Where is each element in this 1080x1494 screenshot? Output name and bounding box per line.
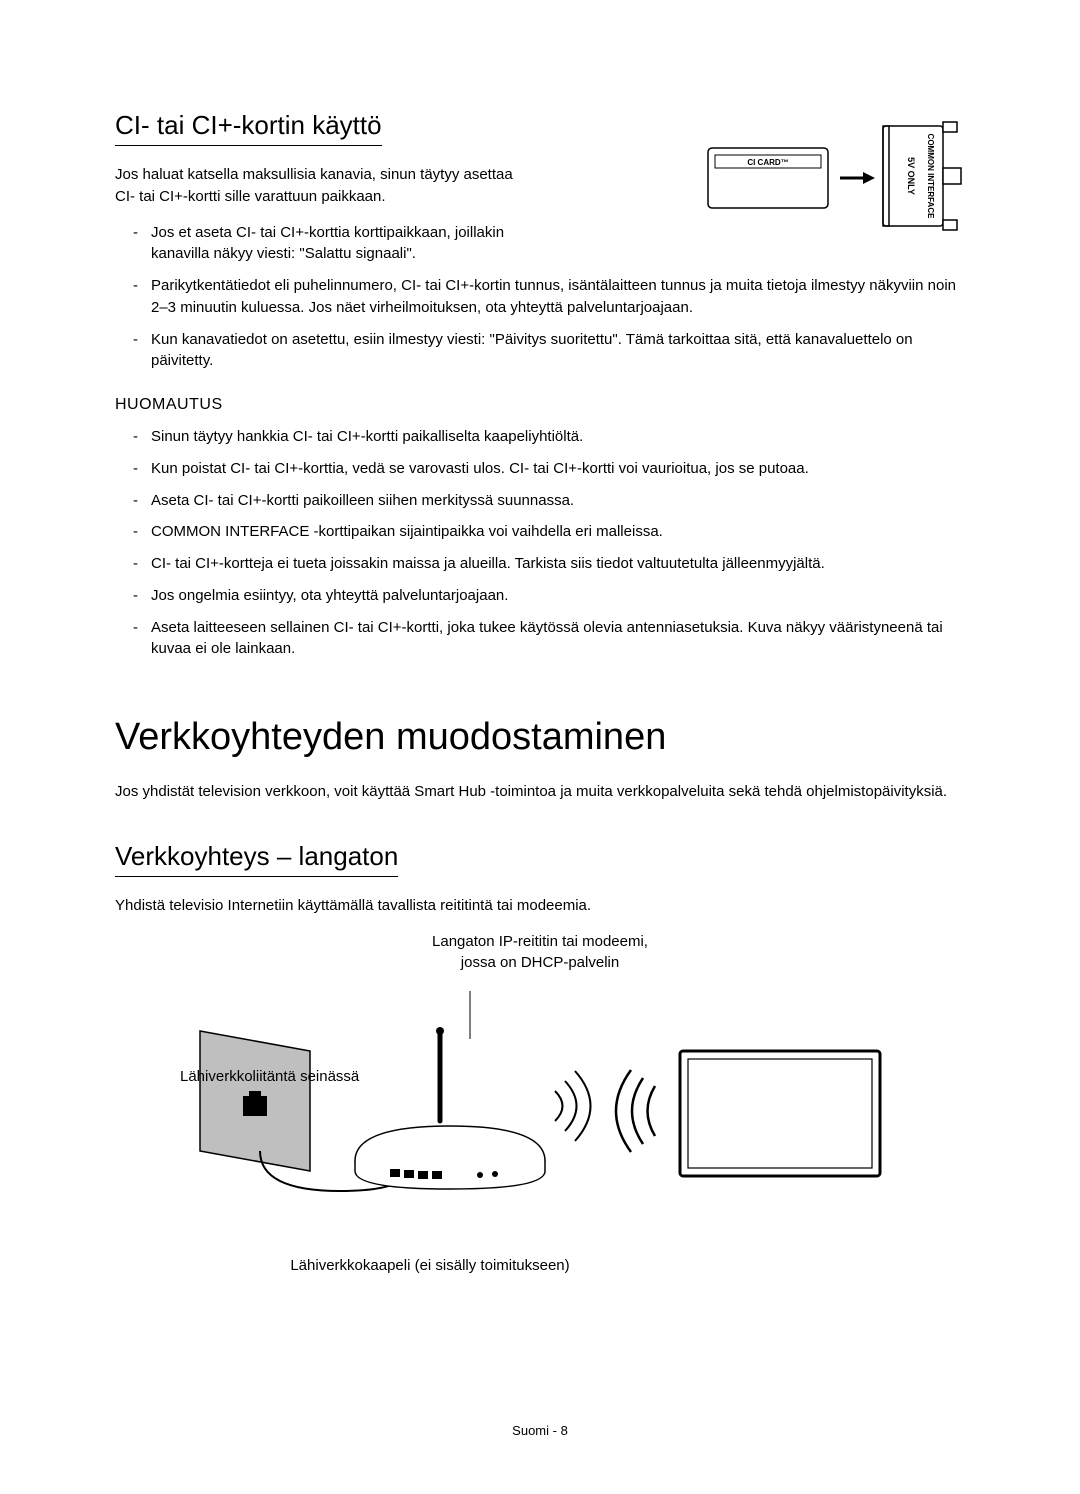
lan-cable-label: Lähiverkkokaapeli (ei sisälly toimitukse…: [195, 1257, 665, 1274]
list-item: Aseta CI- tai CI+-kortti paikoilleen sii…: [133, 490, 965, 512]
list-item: Jos et aseta CI- tai CI+-korttia korttip…: [133, 222, 553, 266]
page-footer: Suomi - 8: [0, 1423, 1080, 1438]
router-label-line2: jossa on DHCP-palvelin: [461, 954, 619, 971]
list-item: Kun poistat CI- tai CI+-korttia, vedä se…: [133, 458, 965, 480]
ci-list: Jos et aseta CI- tai CI+-korttia korttip…: [115, 222, 965, 373]
main-heading: Verkkoyhteyden muodostaminen: [115, 716, 965, 759]
note-list: Sinun täytyy hankkia CI- tai CI+-kortti …: [115, 426, 965, 660]
router-label: Langaton IP-reititin tai modeemi, jossa …: [115, 931, 965, 973]
slot-5v-label: 5V ONLY: [906, 157, 916, 195]
list-item: COMMON INTERFACE -korttipaikan sijaintip…: [133, 521, 965, 543]
slot-ci-label: COMMON INTERFACE: [926, 134, 935, 220]
section-intro: Jos haluat katsella maksullisia kanavia,…: [115, 164, 535, 208]
section-network: Verkkoyhteyden muodostaminen Jos yhdistä…: [115, 716, 965, 803]
list-item: Parikytkentätiedot eli puhelinnumero, CI…: [133, 275, 965, 319]
list-item: CI- tai CI+-kortteja ei tueta joissakin …: [133, 553, 965, 575]
router-label-line1: Langaton IP-reititin tai modeemi,: [432, 933, 648, 950]
wall-port-label: Lähiverkkoliitäntä seinässä: [180, 1068, 359, 1085]
list-item: Sinun täytyy hankkia CI- tai CI+-kortti …: [133, 426, 965, 448]
note-heading: HUOMAUTUS: [115, 396, 965, 414]
ci-card-label: CI CARD™: [747, 158, 788, 167]
section-intro: Jos yhdistät television verkkoon, voit k…: [115, 781, 965, 803]
list-item: Aseta laitteeseen sellainen CI- tai CI+-…: [133, 617, 965, 661]
list-item: Kun kanavatiedot on asetettu, esiin ilme…: [133, 329, 965, 373]
section-wireless: Verkkoyhteys – langaton Yhdistä televisi…: [115, 841, 965, 1274]
network-diagram: Lähiverkkoliitäntä seinässä: [180, 991, 900, 1251]
list-item: Jos ongelmia esiintyy, ota yhteyttä palv…: [133, 585, 965, 607]
ci-card-figure: CI CARD™ 5V ONLY COMMON INTERFACE: [705, 118, 965, 233]
section-title: Verkkoyhteys – langaton: [115, 841, 398, 877]
section-intro: Yhdistä televisio Internetiin käyttämäll…: [115, 895, 965, 917]
section-title: CI- tai CI+-kortin käyttö: [115, 110, 382, 146]
